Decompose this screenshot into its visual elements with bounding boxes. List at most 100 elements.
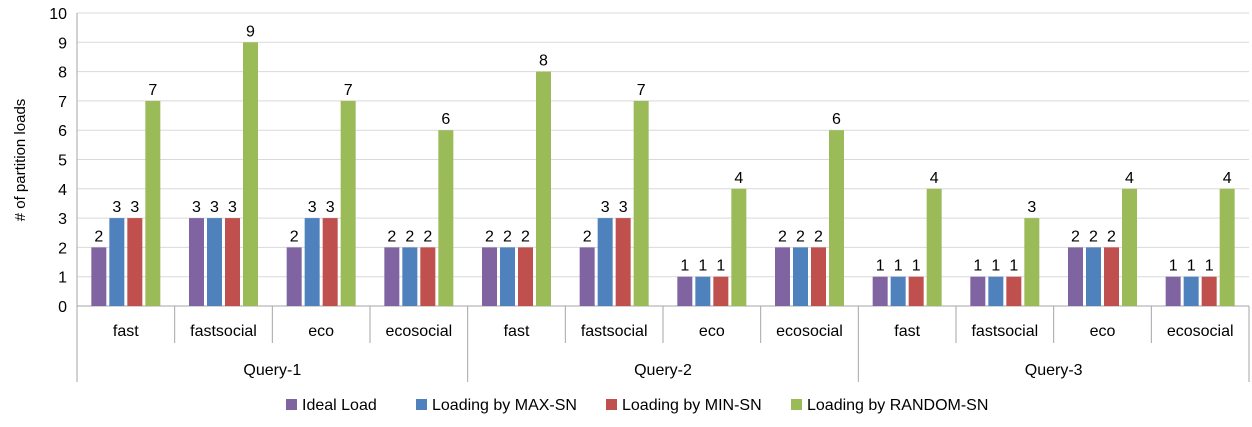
data-label: 3 xyxy=(112,199,121,216)
bar xyxy=(793,247,808,306)
bar xyxy=(1122,188,1137,306)
x-tick-label: fast xyxy=(894,323,920,340)
data-label: 2 xyxy=(387,228,396,245)
legend-label: Loading by MIN-SN xyxy=(622,397,762,414)
bar xyxy=(536,71,551,306)
data-label: 7 xyxy=(344,82,353,99)
bar xyxy=(189,218,204,306)
x-tick-label: fastsocial xyxy=(581,323,648,340)
data-label: 1 xyxy=(680,258,689,275)
data-label: 1 xyxy=(1169,258,1178,275)
legend-label: Ideal Load xyxy=(302,397,377,414)
bar xyxy=(1201,276,1217,306)
data-label: 2 xyxy=(423,228,432,245)
bar xyxy=(988,276,1004,306)
data-label: 1 xyxy=(716,258,725,275)
group-label: Query-2 xyxy=(634,362,692,379)
bar xyxy=(402,247,418,306)
data-label: 2 xyxy=(503,228,512,245)
data-label: 7 xyxy=(637,82,646,99)
data-label: 4 xyxy=(734,170,743,187)
y-tick-label: 0 xyxy=(58,299,67,316)
bar xyxy=(908,276,924,306)
bar xyxy=(243,42,258,307)
y-tick-label: 9 xyxy=(58,35,67,52)
bar xyxy=(145,100,161,307)
data-label: 3 xyxy=(1027,199,1036,216)
data-label: 1 xyxy=(1187,258,1196,275)
x-tick-label: ecosocial xyxy=(776,323,843,340)
bar xyxy=(482,247,497,306)
data-label: 4 xyxy=(1125,170,1134,187)
y-tick-label: 5 xyxy=(58,153,67,170)
bar xyxy=(340,100,356,307)
x-tick-label: fast xyxy=(504,323,530,340)
bar xyxy=(970,276,986,306)
bar xyxy=(91,247,107,306)
bar xyxy=(713,276,729,306)
bar xyxy=(615,218,631,306)
data-label: 1 xyxy=(894,258,903,275)
legend-swatch xyxy=(286,399,297,410)
gridlines xyxy=(77,12,1249,278)
bar xyxy=(109,218,125,306)
data-label: 6 xyxy=(441,111,450,128)
bar xyxy=(500,247,515,306)
data-label: 7 xyxy=(148,82,157,99)
data-label: 3 xyxy=(210,199,219,216)
data-label: 2 xyxy=(814,228,823,245)
data-label: 3 xyxy=(619,199,628,216)
y-tick-label: 3 xyxy=(58,211,67,228)
data-label: 1 xyxy=(991,258,1000,275)
bar xyxy=(518,247,533,306)
data-label: 2 xyxy=(583,228,592,245)
data-label: 1 xyxy=(973,258,982,275)
bar xyxy=(207,218,222,306)
bar xyxy=(1024,218,1040,306)
y-tick-label: 2 xyxy=(58,240,67,257)
data-label: 2 xyxy=(405,228,414,245)
data-label: 3 xyxy=(601,199,610,216)
legend-swatch xyxy=(791,399,802,410)
bar xyxy=(420,247,436,306)
bar xyxy=(1006,276,1022,306)
bar xyxy=(286,247,302,306)
data-label: 2 xyxy=(1089,228,1098,245)
group-label: Query-1 xyxy=(243,362,301,379)
bar xyxy=(890,276,906,306)
bar xyxy=(304,218,320,306)
y-tick-label: 6 xyxy=(58,123,67,140)
data-label: 4 xyxy=(930,170,939,187)
bar xyxy=(811,247,826,306)
data-label: 2 xyxy=(94,228,103,245)
x-tick-label: fast xyxy=(113,323,139,340)
data-label: 3 xyxy=(308,199,317,216)
data-label: 2 xyxy=(778,228,787,245)
data-label: 2 xyxy=(1107,228,1116,245)
bar xyxy=(1104,247,1119,306)
bar xyxy=(731,188,747,306)
data-label: 3 xyxy=(130,199,139,216)
data-label: 2 xyxy=(290,228,299,245)
data-label: 4 xyxy=(1223,170,1232,187)
data-label: 3 xyxy=(192,199,201,216)
bars xyxy=(91,42,1235,307)
bar xyxy=(438,130,454,306)
data-label: 1 xyxy=(1009,258,1018,275)
bar xyxy=(225,218,240,306)
bar xyxy=(127,218,143,306)
data-label: 3 xyxy=(326,199,335,216)
y-axis-label: # of partition loads xyxy=(12,99,29,222)
legend-label: Loading by RANDOM-SN xyxy=(807,397,988,414)
bar xyxy=(1183,276,1199,306)
bar xyxy=(322,218,338,306)
bar xyxy=(775,247,790,306)
data-label: 2 xyxy=(1071,228,1080,245)
bar xyxy=(633,100,649,307)
data-label: 1 xyxy=(1205,258,1214,275)
bar xyxy=(579,247,595,306)
legend: Ideal Load Loading by MAX-SN Loading by MI… xyxy=(286,397,988,414)
